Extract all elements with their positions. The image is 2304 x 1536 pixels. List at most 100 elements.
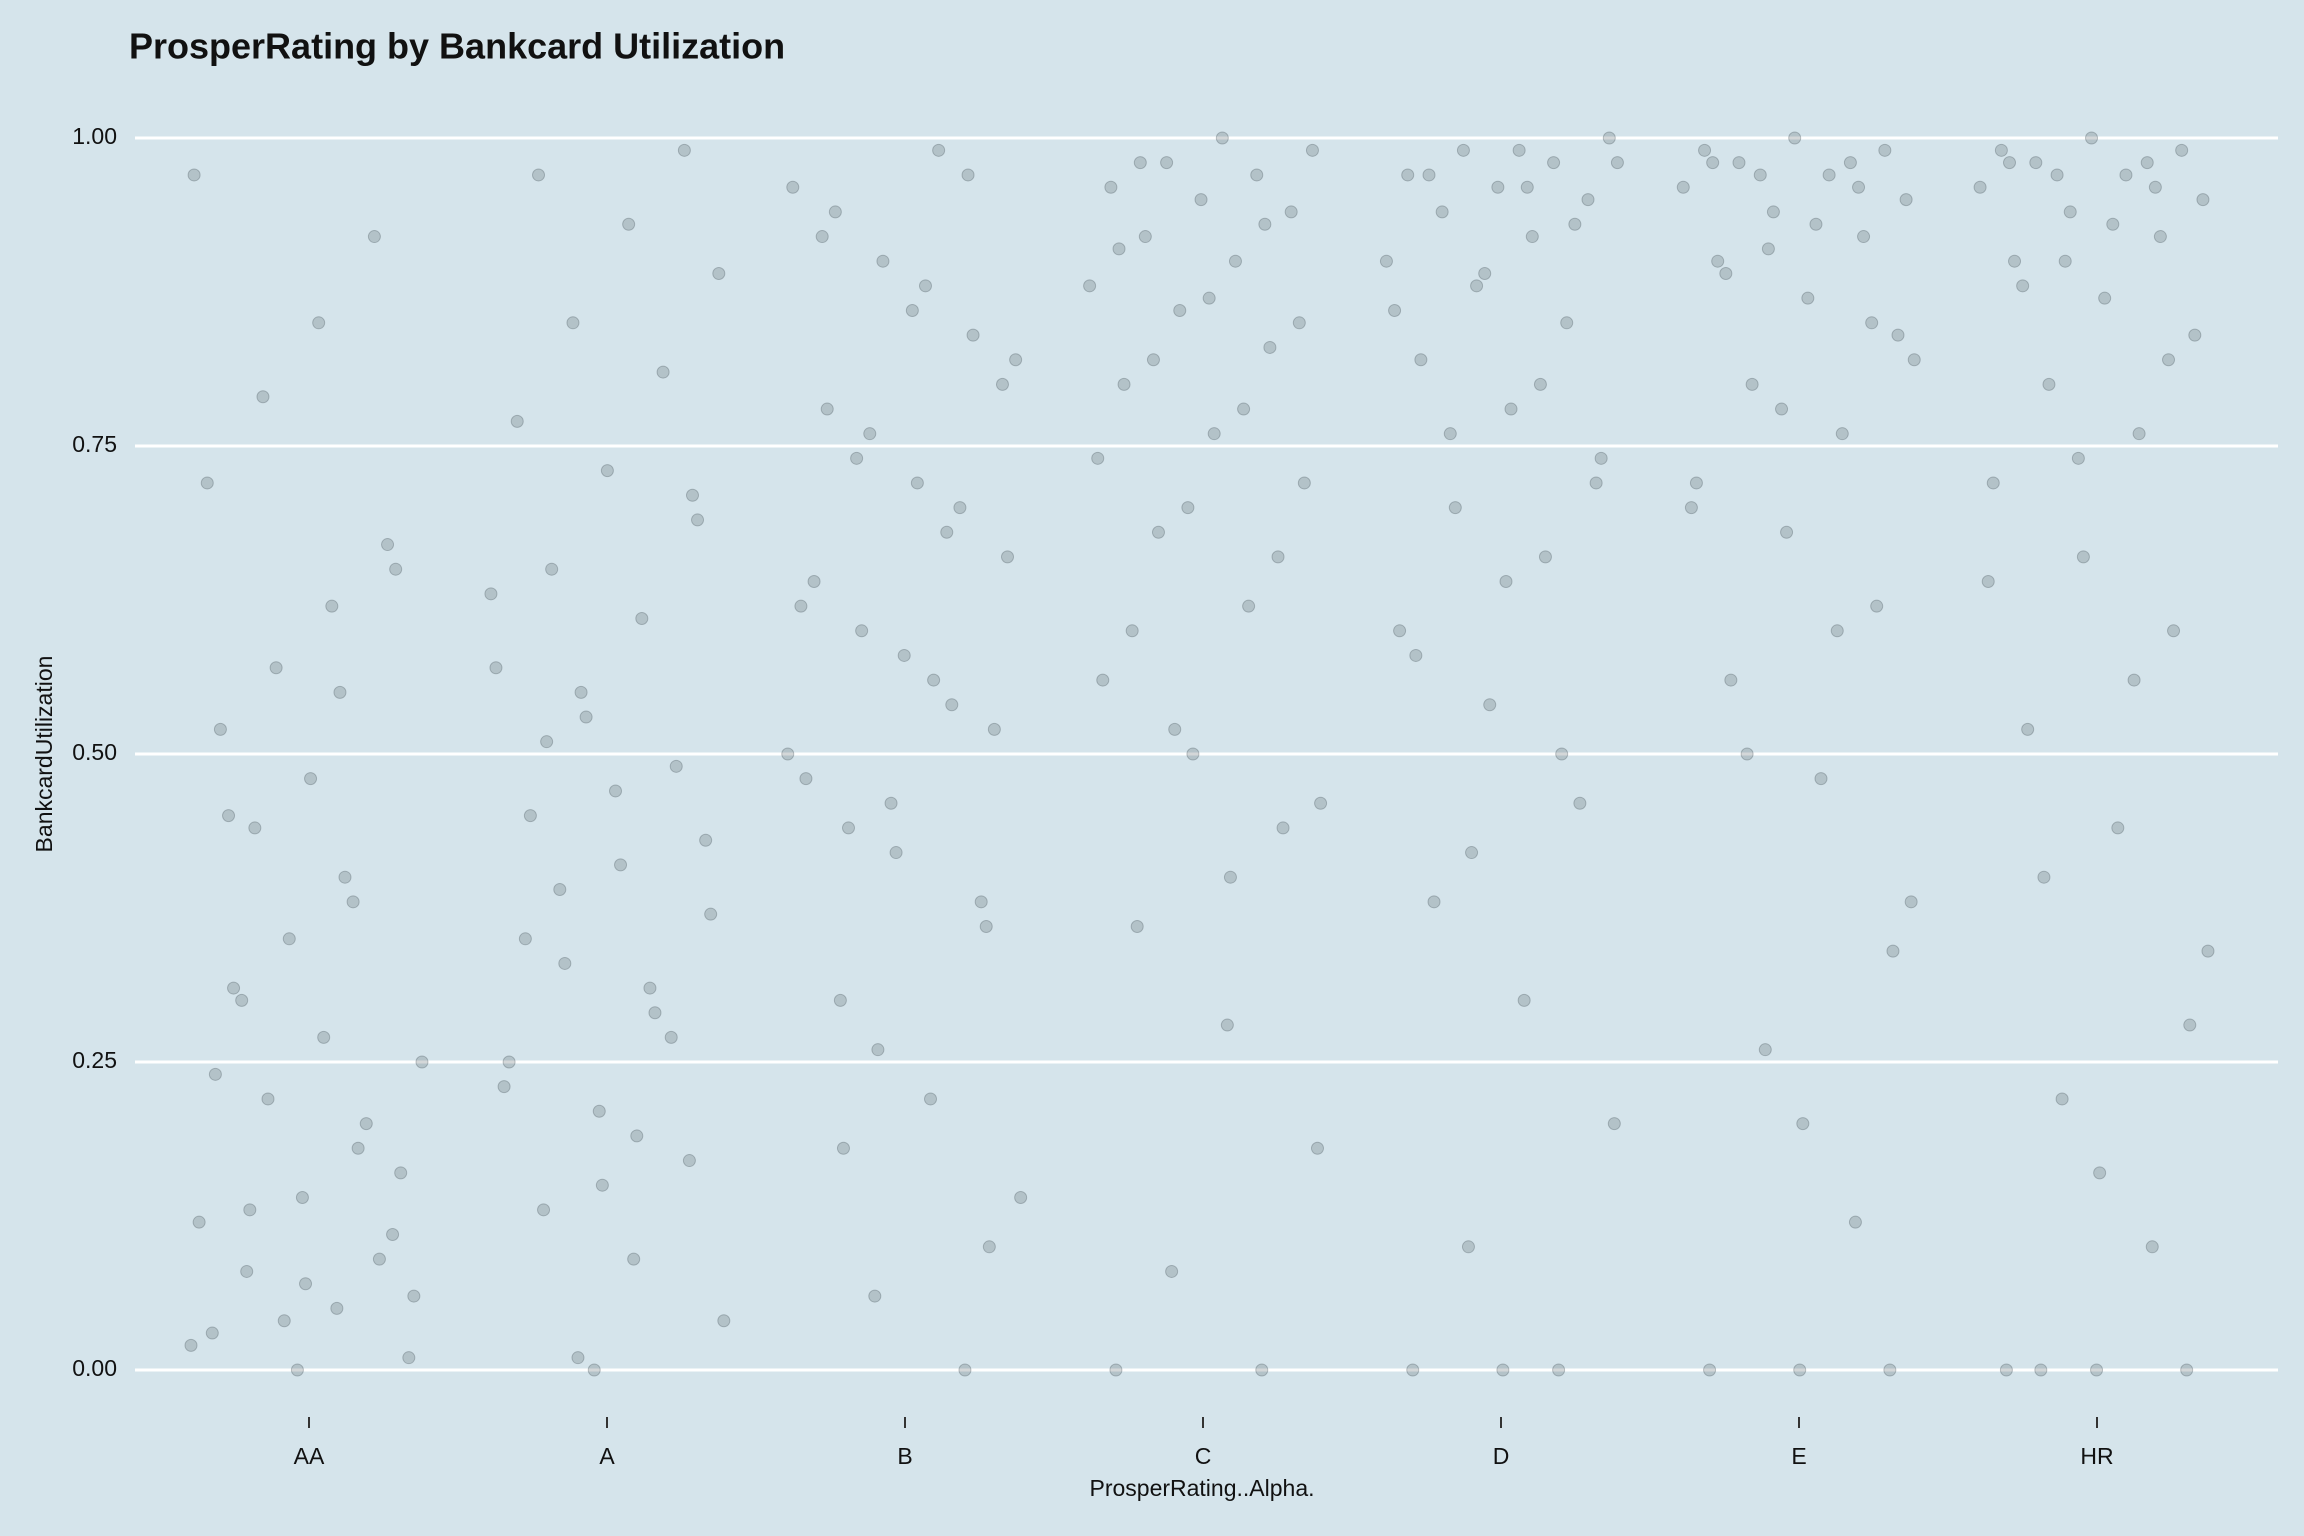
x-tick-label: D: [1493, 1443, 1510, 1469]
point: [497, 1080, 511, 1094]
point: [256, 390, 270, 404]
point: [367, 230, 381, 244]
point: [1878, 143, 1892, 157]
point: [1520, 180, 1534, 194]
point: [2055, 1092, 2069, 1106]
point: [2167, 624, 2181, 638]
point: [1499, 575, 1513, 589]
point: [910, 476, 924, 490]
point: [317, 1030, 331, 1044]
point: [2127, 673, 2141, 687]
point: [200, 476, 214, 490]
point: [841, 821, 855, 835]
point: [1491, 180, 1505, 194]
point: [240, 1264, 254, 1278]
point: [1448, 501, 1462, 515]
point: [277, 1314, 291, 1328]
point: [2111, 821, 2125, 835]
point: [686, 488, 699, 502]
point: [2106, 217, 2120, 231]
point: [820, 402, 834, 416]
point: [2050, 168, 2064, 182]
point: [1292, 316, 1306, 330]
point: [290, 1363, 304, 1377]
point: [833, 993, 847, 1007]
point: [1258, 217, 1272, 231]
point: [648, 1006, 662, 1020]
x-tick-label: C: [1195, 1443, 1212, 1469]
point: [346, 895, 360, 909]
point: [815, 230, 829, 244]
point: [1533, 377, 1547, 391]
point: [208, 1067, 222, 1081]
point: [1538, 550, 1552, 564]
point: [2180, 1363, 2194, 1377]
point: [1573, 796, 1587, 810]
point: [1684, 501, 1698, 515]
point: [1886, 944, 1900, 958]
point: [510, 414, 524, 428]
point: [1689, 476, 1703, 490]
point: [855, 624, 869, 638]
point: [1427, 895, 1441, 909]
point: [558, 956, 572, 970]
point: [1801, 291, 1815, 305]
point: [269, 661, 283, 675]
point: [1112, 242, 1126, 256]
point: [982, 1240, 996, 1254]
point: [1999, 1363, 2013, 1377]
point: [1414, 353, 1428, 367]
point: [312, 316, 326, 330]
point: [884, 796, 898, 810]
point: [2090, 1363, 2104, 1377]
point: [261, 1092, 275, 1106]
point: [1435, 205, 1449, 219]
point: [1250, 168, 1264, 182]
point: [1186, 747, 1200, 761]
point: [836, 1141, 850, 1155]
point: [2201, 944, 2215, 958]
point: [1202, 291, 1216, 305]
point: [381, 538, 395, 552]
point: [1009, 353, 1023, 367]
point: [966, 328, 980, 342]
point: [1904, 895, 1918, 909]
point: [1517, 993, 1531, 1007]
point: [1766, 205, 1780, 219]
point: [677, 143, 691, 157]
point: [1870, 599, 1884, 613]
point: [1223, 870, 1237, 884]
point: [1753, 168, 1767, 182]
point: [330, 1301, 344, 1315]
x-axis-label: ProsperRating..Alpha.: [1089, 1475, 1314, 1501]
point: [1711, 254, 1725, 268]
point: [958, 1363, 972, 1377]
point: [489, 661, 503, 675]
point: [1409, 648, 1423, 662]
point: [1160, 156, 1174, 170]
point: [1083, 279, 1097, 293]
point: [712, 267, 726, 281]
point: [2098, 291, 2112, 305]
point: [1388, 303, 1402, 317]
point: [2003, 156, 2017, 170]
point: [1314, 796, 1328, 810]
point: [1181, 501, 1195, 515]
point: [1758, 1043, 1772, 1057]
point: [1305, 143, 1319, 157]
point: [2093, 1166, 2107, 1180]
point: [1228, 254, 1242, 268]
point: [282, 932, 296, 946]
point: [699, 833, 713, 847]
point: [333, 685, 347, 699]
point: [2183, 1018, 2197, 1032]
point: [1284, 205, 1298, 219]
point: [1780, 525, 1794, 539]
point: [2076, 550, 2090, 564]
point: [2196, 193, 2210, 207]
point: [295, 1191, 309, 1205]
point: [540, 735, 554, 749]
point: [905, 303, 919, 317]
point: [2140, 156, 2154, 170]
point: [184, 1338, 198, 1352]
